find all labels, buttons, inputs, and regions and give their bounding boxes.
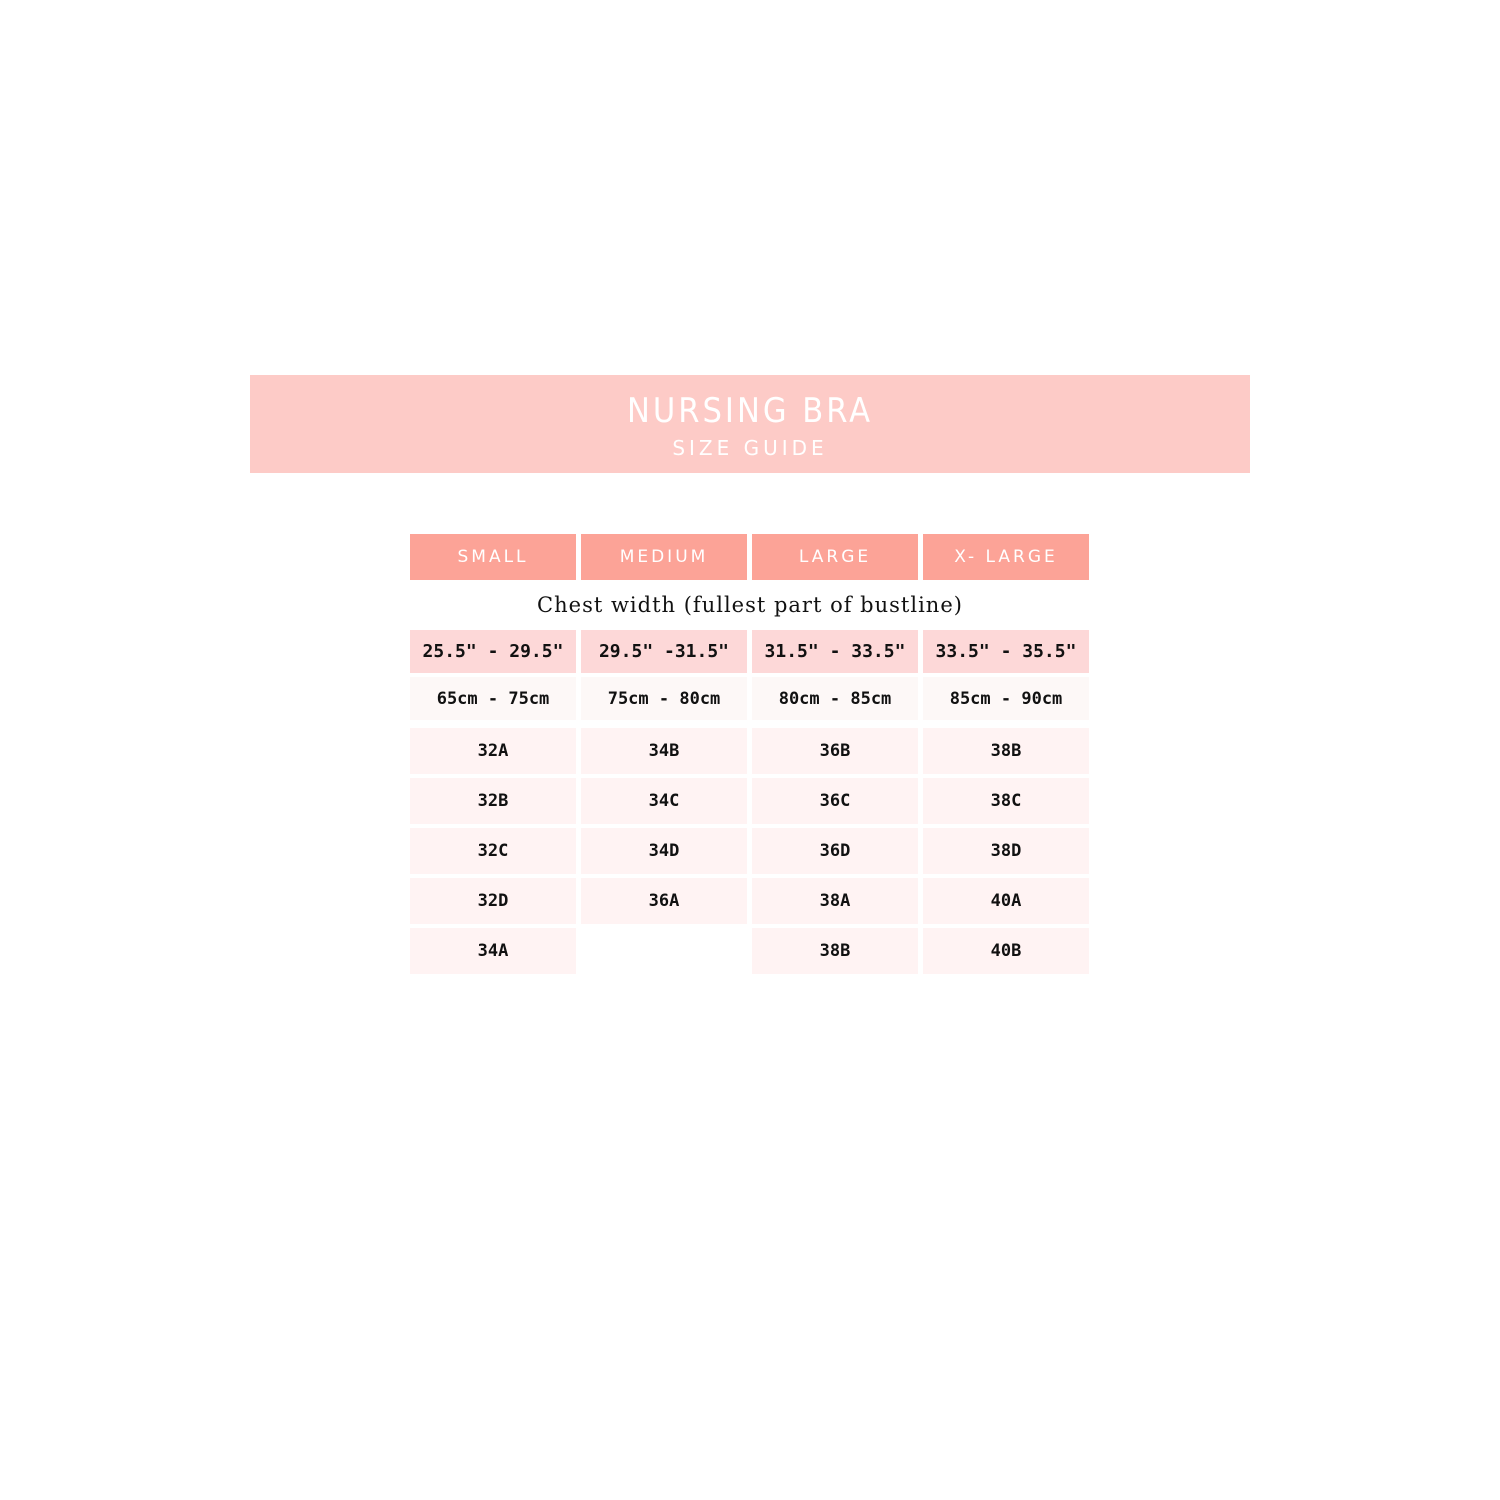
size-cell: 34D	[581, 828, 747, 874]
inch-cell: 31.5" - 33.5"	[752, 630, 918, 673]
size-cell: 38B	[752, 928, 918, 974]
size-cell: 36A	[581, 878, 747, 924]
cm-row: 65cm - 75cm 75cm - 80cm 80cm - 85cm 85cm…	[410, 677, 1090, 720]
inch-cell: 25.5" - 29.5"	[410, 630, 576, 673]
size-cell: 32C	[410, 828, 576, 874]
size-header-row: SMALL MEDIUM LARGE X- LARGE	[410, 534, 1090, 580]
size-cell: 34B	[581, 728, 747, 774]
size-cell: 38B	[923, 728, 1089, 774]
column-header-large: LARGE	[752, 534, 918, 580]
size-cell: 32B	[410, 778, 576, 824]
size-cell: 34A	[410, 928, 576, 974]
size-row: 34A 38B 40B	[410, 928, 1090, 974]
column-header-small: SMALL	[410, 534, 576, 580]
size-row: 32C 34D 36D 38D	[410, 828, 1090, 874]
size-cell: 40A	[923, 878, 1089, 924]
inch-cell: 33.5" - 35.5"	[923, 630, 1089, 673]
inch-cell: 29.5" -31.5"	[581, 630, 747, 673]
size-row: 32D 36A 38A 40A	[410, 878, 1090, 924]
cm-cell: 65cm - 75cm	[410, 677, 576, 720]
size-cell: 32D	[410, 878, 576, 924]
cm-cell: 75cm - 80cm	[581, 677, 747, 720]
size-cell: 36C	[752, 778, 918, 824]
size-cell: 34C	[581, 778, 747, 824]
size-cell: 38C	[923, 778, 1089, 824]
column-header-xlarge: X- LARGE	[923, 534, 1089, 580]
size-cell: 36B	[752, 728, 918, 774]
page-title: NURSING BRA	[626, 391, 874, 431]
size-table: SMALL MEDIUM LARGE X- LARGE Chest width …	[410, 534, 1090, 974]
cm-cell: 80cm - 85cm	[752, 677, 918, 720]
title-banner: NURSING BRA SIZE GUIDE	[250, 375, 1250, 473]
size-cell: 36D	[752, 828, 918, 874]
size-cell: 38D	[923, 828, 1089, 874]
size-cell: 32A	[410, 728, 576, 774]
size-row: 32B 34C 36C 38C	[410, 778, 1090, 824]
page-subtitle: SIZE GUIDE	[672, 436, 828, 460]
cm-cell: 85cm - 90cm	[923, 677, 1089, 720]
size-cell: 38A	[752, 878, 918, 924]
bra-sizes: 32A 34B 36B 38B 32B 34C 36C 38C 32C 34D 36D 38D 32D 3…	[410, 728, 1090, 974]
size-cell: 40B	[923, 928, 1089, 974]
inch-row: 25.5" - 29.5" 29.5" -31.5" 31.5" - 33.5"…	[410, 630, 1090, 673]
chest-width-note: Chest width (fullest part of bustline)	[537, 593, 963, 617]
size-row: 32A 34B 36B 38B	[410, 728, 1090, 774]
column-header-medium: MEDIUM	[581, 534, 747, 580]
size-cell	[581, 928, 747, 974]
